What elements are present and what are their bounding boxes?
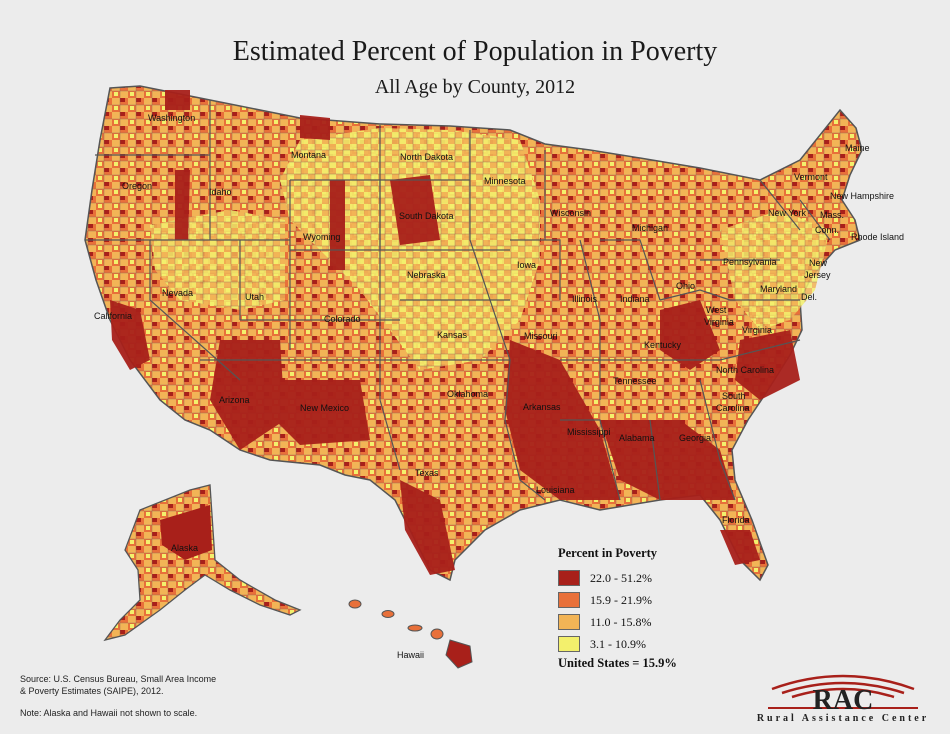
label-georgia: Georgia [679, 433, 711, 443]
label-kansas: Kansas [437, 330, 468, 340]
map-subtitle: All Age by County, 2012 [374, 76, 576, 98]
label-west-virginia-2: Virginia [704, 317, 734, 327]
label-oklahoma: Oklahoma [447, 389, 488, 399]
state-borders [85, 100, 831, 501]
label-california: California [94, 311, 132, 321]
rac-logo-name: Rural Assistance Center [756, 713, 930, 724]
label-maryland: Maryland [760, 284, 797, 294]
label-louisiana: Louisiana [536, 485, 575, 495]
label-kentucky: Kentucky [644, 340, 682, 350]
legend-label: 22.0 - 51.2% [590, 570, 652, 585]
legend-item: 3.1 - 10.9% [558, 633, 758, 655]
legend-label: 11.0 - 15.8% [590, 614, 652, 629]
source-line: & Poverty Estimates (SAIPE), 2012. [20, 686, 164, 696]
legend-label: 15.9 - 21.9% [590, 592, 652, 607]
label-rhode-island: Rhode Island [851, 232, 904, 242]
label-pennsylvania: Pennsylvania [723, 257, 777, 267]
label-oregon: Oregon [122, 181, 152, 191]
source-text: Source: U.S. Census Bureau, Small Area I… [20, 673, 290, 697]
label-north-dakota: North Dakota [400, 152, 453, 162]
label-vermont: Vermont [794, 172, 828, 182]
alaska-high-poverty [160, 505, 212, 560]
label-south-carolina-1: South [722, 391, 746, 401]
legend-swatch [558, 636, 580, 652]
label-south-dakota: South Dakota [399, 211, 454, 221]
hawaii-shape [348, 599, 473, 669]
label-new-jersey-2: Jersey [804, 270, 831, 280]
label-wisconsin: Wisconsin [550, 208, 591, 218]
label-north-carolina: North Carolina [716, 365, 774, 375]
label-florida: Florida [722, 515, 750, 525]
legend: Percent in Poverty 22.0 - 51.2% 15.9 - 2… [558, 546, 758, 655]
label-connecticut: Conn. [815, 225, 839, 235]
label-washington: Washington [148, 113, 195, 123]
label-mississippi: Mississippi [567, 427, 611, 437]
legend-swatch [558, 614, 580, 630]
label-iowa: Iowa [517, 260, 536, 270]
label-delaware: Del. [801, 292, 817, 302]
label-utah: Utah [245, 292, 264, 302]
label-maine: Maine [845, 143, 870, 153]
label-michigan: Michigan [632, 223, 668, 233]
map-title: Estimated Percent of Population in Pover… [232, 36, 718, 67]
label-minnesota: Minnesota [484, 176, 526, 186]
label-alabama: Alabama [619, 433, 655, 443]
label-massachusetts: Mass. [820, 210, 844, 220]
legend-label: 3.1 - 10.9% [590, 636, 646, 651]
source-line: Source: U.S. Census Bureau, Small Area I… [20, 674, 217, 684]
legend-swatch [558, 570, 580, 586]
label-montana: Montana [291, 150, 326, 160]
rac-logo-letters: RAC [813, 685, 874, 713]
label-nevada: Nevada [162, 288, 193, 298]
label-colorado: Colorado [324, 314, 361, 324]
label-missouri: Missouri [524, 331, 558, 341]
label-wyoming: Wyoming [303, 232, 340, 242]
alaska-shape [103, 484, 302, 642]
label-tennessee: Tennessee [613, 376, 657, 386]
us-total-text: United States = 15.9% [558, 656, 677, 670]
label-texas: Texas [415, 468, 439, 478]
legend-item: 15.9 - 21.9% [558, 589, 758, 611]
label-hawaii: Hawaii [397, 650, 424, 660]
label-new-jersey-1: New [809, 258, 828, 268]
label-nebraska: Nebraska [407, 270, 446, 280]
label-illinois: Illinois [572, 294, 598, 304]
note-text: Note: Alaska and Hawaii not shown to sca… [20, 708, 198, 718]
label-ohio: Ohio [676, 281, 695, 291]
label-new-york: New York [768, 208, 807, 218]
label-virginia: Virginia [742, 325, 772, 335]
legend-item: 22.0 - 51.2% [558, 567, 758, 589]
label-new-hampshire: New Hampshire [830, 191, 894, 201]
rac-logo: RAC Rural Assistance Center [752, 669, 934, 727]
label-alaska: Alaska [171, 543, 198, 553]
label-west-virginia-1: West [706, 305, 727, 315]
legend-title: Percent in Poverty [558, 546, 658, 560]
label-south-carolina-2: Carolina [716, 403, 750, 413]
label-idaho: Idaho [209, 187, 232, 197]
label-indiana: Indiana [620, 294, 650, 304]
label-new-mexico: New Mexico [300, 403, 349, 413]
legend-item: 11.0 - 15.8% [558, 611, 758, 633]
rac-logo-mark: RAC [768, 674, 918, 716]
label-arkansas: Arkansas [523, 402, 561, 412]
label-arizona: Arizona [219, 395, 250, 405]
state-labels: Washington Oregon California Idaho Nevad… [94, 113, 904, 525]
legend-swatch [558, 592, 580, 608]
